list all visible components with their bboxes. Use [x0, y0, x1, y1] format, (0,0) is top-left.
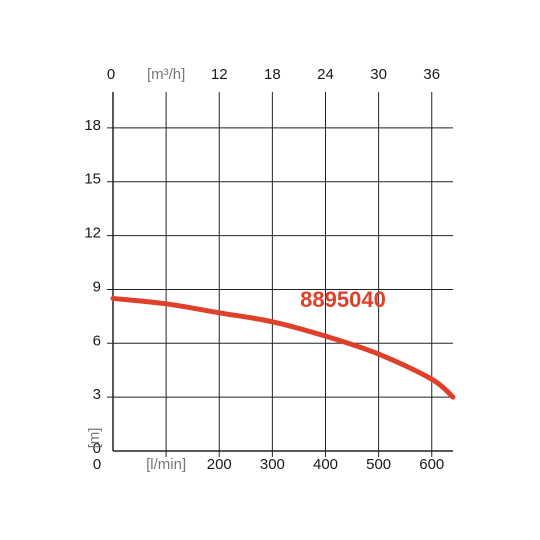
x2-tick-label: 30 — [370, 66, 387, 83]
series-label: 8895040 — [300, 287, 386, 312]
y-tick-label: 18 — [84, 117, 101, 134]
x2-tick-label: 24 — [317, 66, 334, 83]
x-tick-label: 500 — [366, 456, 391, 473]
x-tick-label: 200 — [207, 456, 232, 473]
x-tick-label: 0 — [93, 456, 101, 473]
x2-tick-label: 0 — [107, 66, 115, 83]
y-tick-label: 6 — [93, 332, 101, 349]
line — [110, 295, 456, 400]
x2-tick-label: 18 — [264, 66, 281, 83]
x-tick-label: 300 — [260, 456, 285, 473]
x-tick-label: 400 — [313, 456, 338, 473]
y-tick-label: 12 — [84, 225, 101, 242]
y-tick-label: 15 — [84, 171, 101, 188]
x2-tick-label: 36 — [423, 66, 440, 83]
y-tick-label: 0 — [93, 440, 101, 457]
x-tick-label: 600 — [419, 456, 444, 473]
y-tick-label: 3 — [93, 386, 101, 403]
x2-axis-label: [m³/h] — [147, 66, 185, 83]
x-axis-label: [l/min] — [146, 456, 186, 473]
y-axis-label: [m] — [86, 428, 103, 449]
x2-tick-label: 12 — [211, 66, 228, 83]
y-tick-label: 9 — [93, 278, 101, 295]
